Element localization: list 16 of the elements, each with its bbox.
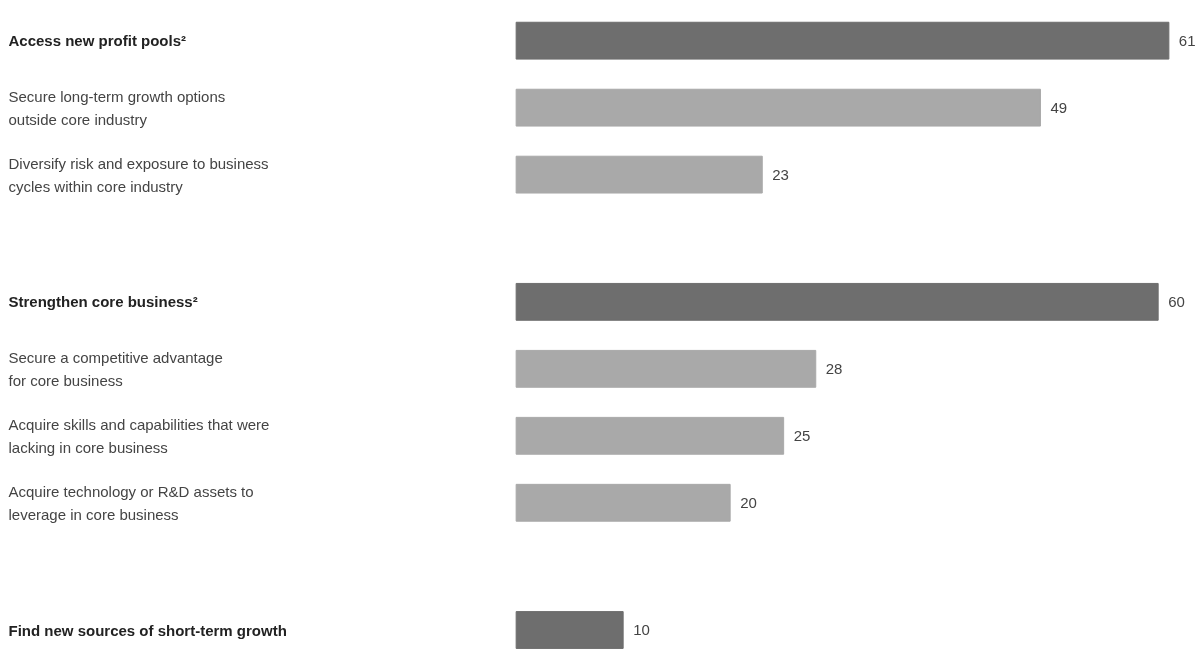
data-label: 25 (793, 426, 811, 444)
data-label: 23 (772, 165, 789, 183)
y-tick-label: Strengthen core business² (8, 293, 198, 311)
data-label: 60 (1168, 292, 1185, 310)
y-tick-label: Acquire skills and capabilities that were lacking in core business (8, 415, 270, 456)
y-tick-label: Access new profit pools² (8, 32, 187, 50)
y-tick-label: Acquire technology or R&D assets to leverage in core business (8, 482, 254, 523)
data-label: 20 (740, 493, 757, 511)
y-tick-label: Diversify risk and exposure to business cycles within core industry (8, 154, 269, 195)
y-tick-label: Find new sources of short-term growth (8, 621, 287, 639)
data-label: 28 (825, 359, 843, 377)
y-tick-label: Secure a competitive advantage for core business (8, 348, 223, 389)
data-label: 49 (1050, 98, 1068, 116)
y-tick-label: Secure long-term growth options outside core industry (8, 87, 226, 128)
data-label: 10 (633, 621, 650, 639)
data-label: 61 (1178, 31, 1196, 49)
